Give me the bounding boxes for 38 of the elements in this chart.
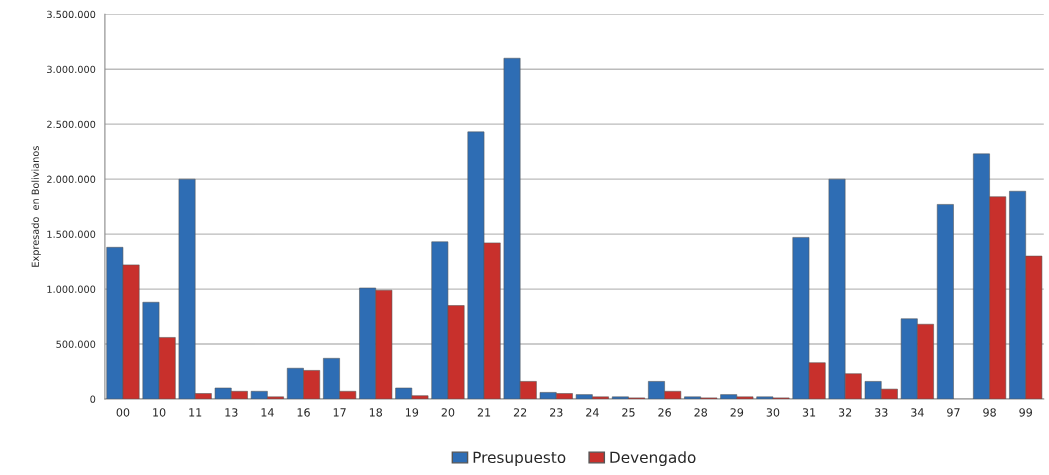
y-tick-label: 1.500.000 [47,230,96,238]
x-tick-label: 31 [802,408,816,417]
x-tick-label: 19 [405,408,419,417]
x-tick-label: 20 [441,408,455,417]
x-tick-label: 34 [911,408,924,417]
x-tick-label: 13 [225,408,238,417]
y-tick-label: 500.000 [56,340,96,348]
y-tick-label: 3.000.000 [47,65,96,74]
x-tick-label: 26 [658,408,671,417]
x-tick-label: 23 [550,408,563,417]
bar [936,204,954,399]
x-tick-label: 17 [333,408,346,417]
x-tick-label: 24 [586,408,599,417]
x-tick-label: 30 [766,408,780,417]
y-tick-label: 2.000.000 [47,175,96,183]
x-tick-label: 21 [477,408,491,417]
y-tick-label: 1.000.000 [47,285,96,293]
x-tick-label: 29 [730,408,744,417]
x-tick-label: 22 [513,408,527,417]
y-tick-label: 2.500.000 [47,120,96,129]
x-tick-label: 00 [116,408,130,417]
x-tick-label: 25 [622,408,635,417]
legend-label: Devengado [610,451,696,467]
x-tick-label: 18 [369,408,383,417]
x-tick-label: 97 [947,408,960,417]
x-tick-label: 32 [838,408,852,417]
x-tick-label: 11 [189,408,202,417]
x-tick-label: 33 [875,408,888,417]
x-tick-label: 16 [297,408,310,417]
y-axis-title: Expresado en Bolivianos [31,146,41,267]
y-tick-label: 0 [90,395,96,403]
legend-label: Presupuesto [473,451,566,467]
x-tick-label: 28 [694,408,708,417]
x-tick-label: 98 [983,408,996,417]
x-tick-label: 99 [1019,408,1032,417]
x-tick-label: 14 [261,408,274,417]
x-tick-label: 10 [153,408,166,417]
y-tick-label: 3.500.000 [47,10,96,19]
